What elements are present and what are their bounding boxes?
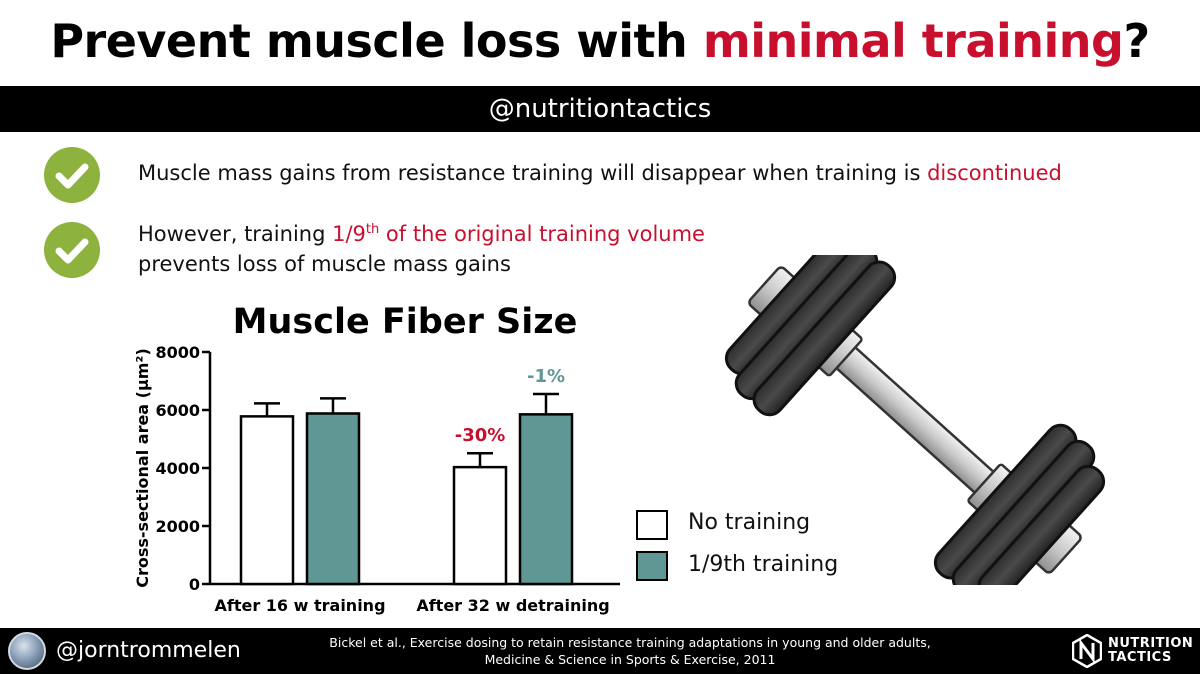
logo-line-1: NUTRITION (1108, 636, 1194, 651)
bullet-1-highlight: discontinued (927, 161, 1062, 185)
dumbbell-icon (724, 255, 1106, 585)
bar-no-training-1 (452, 465, 508, 586)
title-part2: ? (1123, 14, 1150, 68)
title-highlight: minimal training (702, 14, 1124, 68)
data-annotation: -1% (527, 366, 565, 387)
x-category-label: After 32 w detraining (416, 596, 609, 615)
bar-ninth-training-1 (518, 413, 574, 586)
bullet-2-highlight-pre: 1/9 (332, 222, 366, 246)
footer-bar: @jorntrommelen Bickel et al., Exercise d… (0, 628, 1200, 674)
x-category-label: After 16 w training (214, 596, 385, 615)
y-tick-label: 0 (189, 575, 200, 594)
bar-ninth-training-0 (305, 412, 361, 586)
citation: Bickel et al., Exercise dosing to retain… (320, 634, 940, 668)
bullet-2-line-1: However, training 1/9th of the original … (138, 222, 705, 246)
bullet-2-pre: However, training (138, 222, 333, 246)
logo-text: NUTRITION TACTICS (1108, 637, 1193, 665)
bullet-2-highlight: 1/9th of the original training volume (332, 222, 705, 246)
logo-line-2: TACTICS (1108, 650, 1172, 665)
y-tick-label: 2000 (155, 517, 200, 536)
legend-label-ninth-training: 1/9th training (688, 552, 839, 577)
legend-label-no-training: No training (688, 510, 811, 535)
data-annotation: -30% (455, 425, 506, 446)
nutrition-tactics-logo-icon (1072, 634, 1102, 668)
avatar (8, 632, 46, 670)
bar-chart: Cross-sectional area (μm²) 0 2000 4000 6000 8… (133, 343, 620, 615)
header-handle-bar: @nutritiontactics (0, 86, 1200, 132)
bullet-2-highlight-sup: th (365, 222, 380, 237)
checkmark-icon (44, 222, 100, 278)
y-tick-label: 8000 (155, 343, 200, 362)
checkmark-icon (44, 147, 100, 203)
legend-swatch-no-training (636, 510, 668, 540)
y-tick-label: 6000 (155, 401, 200, 420)
title-part1: Prevent muscle loss with (50, 14, 703, 68)
bullet-2-line-2: prevents loss of muscle mass gains (138, 252, 511, 276)
legend-swatch-ninth-training (636, 551, 668, 581)
page-title: Prevent muscle loss with minimal trainin… (0, 14, 1200, 68)
citation-line-2: Medicine & Science in Sports & Exercise,… (484, 652, 776, 667)
y-tick-label: 4000 (155, 459, 200, 478)
chart-title: Muscle Fiber Size (232, 302, 578, 342)
y-axis-label: Cross-sectional area (μm²) (133, 348, 152, 588)
bullet-2-highlight-post: of the original training volume (379, 222, 705, 246)
footer-handle: @jorntrommelen (56, 638, 241, 663)
header-handle: @nutritiontactics (488, 94, 712, 124)
bullet-1-text: Muscle mass gains from resistance traini… (138, 161, 928, 185)
citation-line-1: Bickel et al., Exercise dosing to retain… (329, 635, 931, 650)
bar-no-training-0 (239, 415, 295, 586)
bullet-1: Muscle mass gains from resistance traini… (138, 161, 1062, 185)
